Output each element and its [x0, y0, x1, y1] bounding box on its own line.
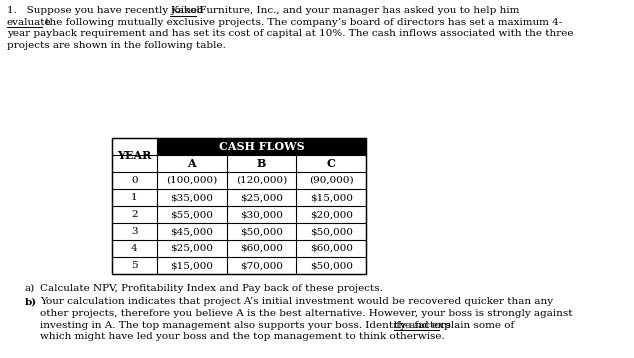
Text: $30,000: $30,000: [240, 210, 283, 219]
Text: the factors: the factors: [394, 320, 451, 329]
Text: Furniture, Inc., and your manager has asked you to help him: Furniture, Inc., and your manager has as…: [196, 6, 519, 15]
Text: (100,000): (100,000): [166, 176, 217, 185]
Text: $60,000: $60,000: [240, 244, 283, 253]
Text: year payback requirement and has set its cost of capital at 10%. The cash inflow: year payback requirement and has set its…: [7, 29, 574, 38]
Text: $35,000: $35,000: [171, 193, 213, 202]
Text: (120,000): (120,000): [236, 176, 287, 185]
Text: $25,000: $25,000: [240, 193, 283, 202]
Text: Calculate NPV, Profitability Index and Pay back of these projects.: Calculate NPV, Profitability Index and P…: [40, 284, 383, 293]
Text: A: A: [188, 158, 196, 169]
Text: Your calculation indicates that project A’s initial investment would be recovere: Your calculation indicates that project …: [40, 297, 553, 306]
Text: b): b): [24, 297, 37, 306]
Text: $20,000: $20,000: [310, 210, 353, 219]
Text: $70,000: $70,000: [240, 261, 283, 270]
Text: $50,000: $50,000: [240, 227, 283, 236]
Text: 4: 4: [131, 244, 138, 253]
Text: Kakoli: Kakoli: [170, 6, 203, 15]
Bar: [157, 138, 366, 155]
Text: projects are shown in the following table.: projects are shown in the following tabl…: [7, 40, 226, 49]
Text: 1.   Suppose you have recently joined: 1. Suppose you have recently joined: [7, 6, 207, 15]
Text: $50,000: $50,000: [310, 227, 353, 236]
Text: 0: 0: [131, 176, 138, 185]
Text: 3: 3: [131, 227, 138, 236]
Text: $15,000: $15,000: [310, 193, 353, 202]
Text: $55,000: $55,000: [171, 210, 213, 219]
Text: investing in A. The top management also supports your boss. Identify and explain: investing in A. The top management also …: [40, 320, 517, 329]
Text: 1: 1: [131, 193, 138, 202]
Text: $60,000: $60,000: [310, 244, 353, 253]
Text: (90,000): (90,000): [309, 176, 354, 185]
Text: YEAR: YEAR: [117, 150, 152, 160]
Bar: [112, 138, 366, 274]
Text: $45,000: $45,000: [171, 227, 213, 236]
Text: C: C: [327, 158, 335, 169]
Text: 2: 2: [131, 210, 138, 219]
Text: which might have led your boss and the top management to think otherwise.: which might have led your boss and the t…: [40, 332, 445, 341]
Text: a): a): [24, 284, 35, 293]
Text: $15,000: $15,000: [171, 261, 213, 270]
Text: 5: 5: [131, 261, 138, 270]
Text: the following mutually exclusive projects. The company’s board of directors has : the following mutually exclusive project…: [42, 18, 562, 26]
Text: other projects, therefore you believe A is the best alternative. However, your b: other projects, therefore you believe A …: [40, 309, 573, 318]
Text: B: B: [257, 158, 266, 169]
Text: evaluate: evaluate: [7, 18, 51, 26]
Text: CASH FLOWS: CASH FLOWS: [219, 141, 304, 152]
Text: $50,000: $50,000: [310, 261, 353, 270]
Text: $25,000: $25,000: [171, 244, 213, 253]
